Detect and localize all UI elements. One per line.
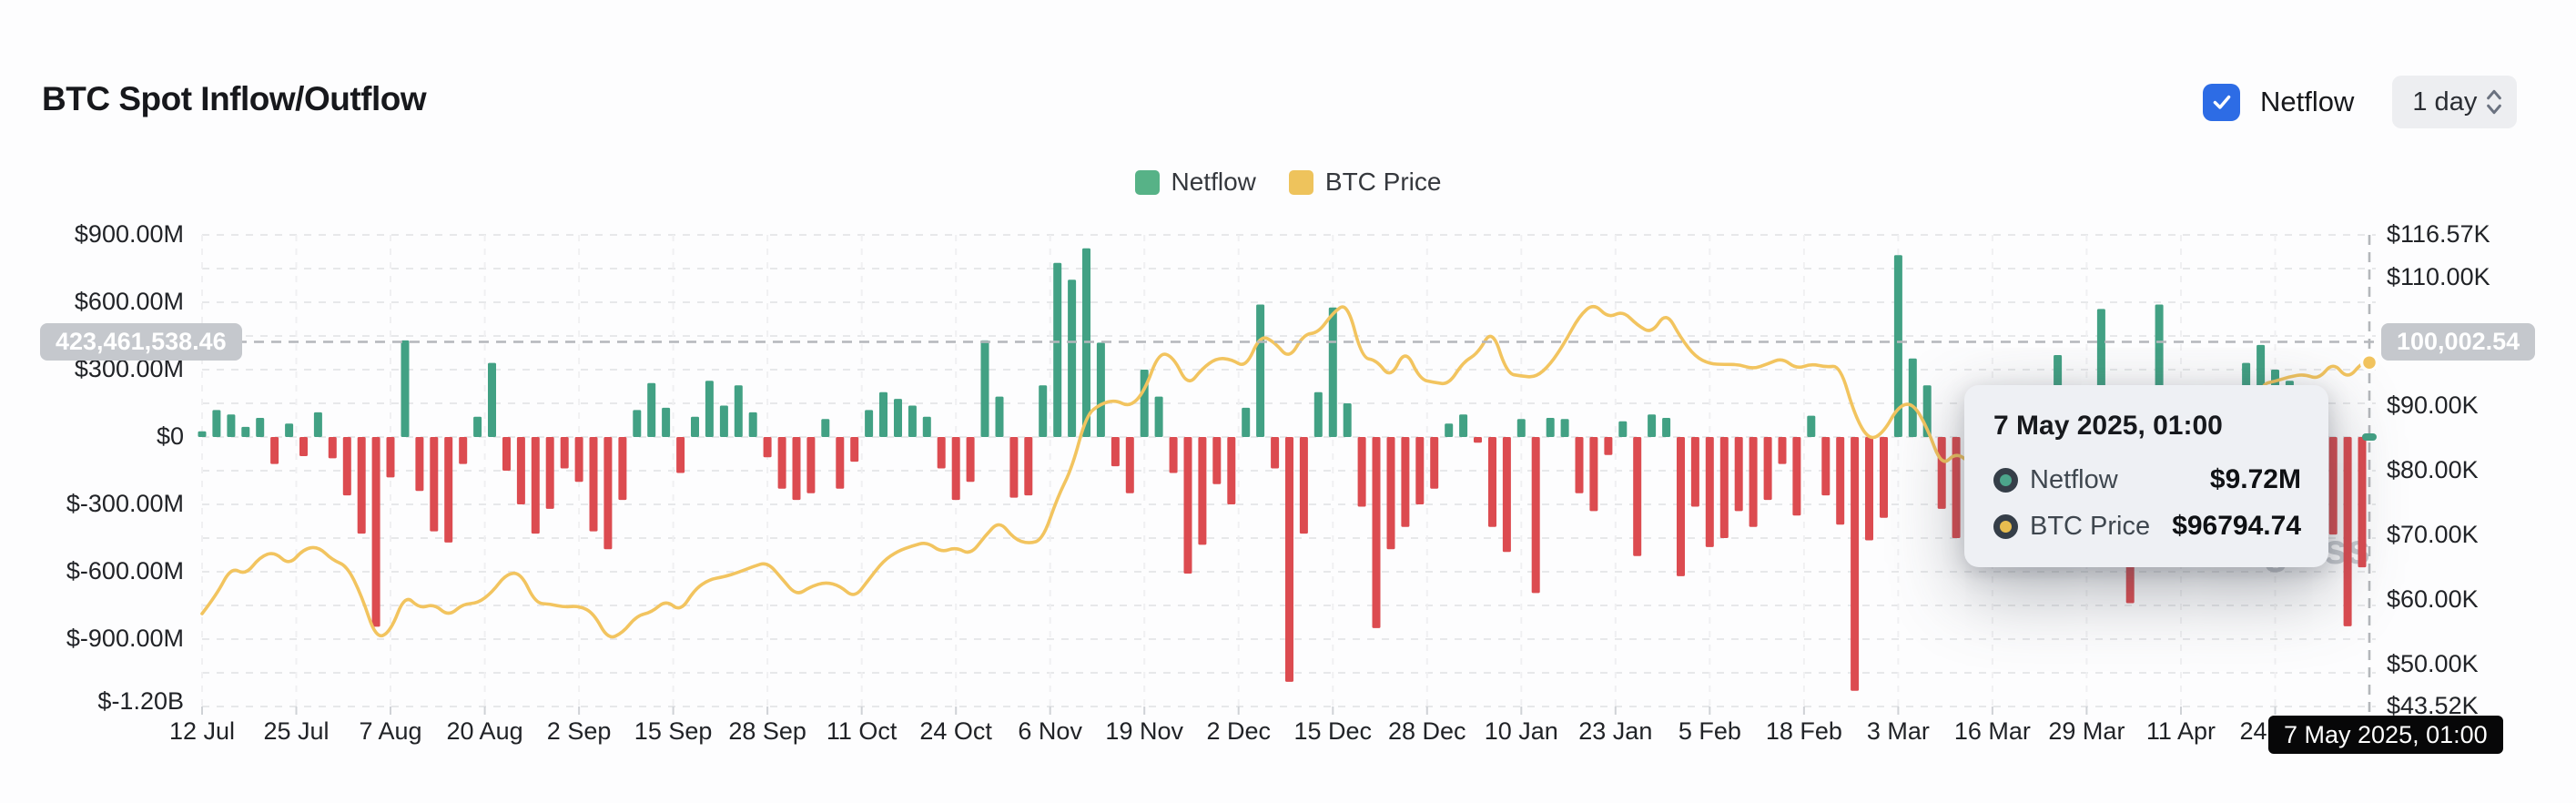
tooltip-row-label: Netflow xyxy=(2030,464,2118,494)
x-axis-tick-label: 23 Jan xyxy=(1578,717,1653,745)
y-axis-left-label: $-900.00M xyxy=(66,625,184,652)
x-axis-tick-label: 15 Sep xyxy=(634,717,713,745)
x-axis-tick-label: 11 Oct xyxy=(826,717,898,745)
select-chevrons-icon xyxy=(2487,89,2502,115)
y-axis-right-label: $60.00K xyxy=(2387,585,2479,614)
y-axis-right-label: $110.00K xyxy=(2387,262,2490,290)
x-axis-tick-label: 29 Mar xyxy=(2048,717,2125,745)
y-axis-right-label: $80.00K xyxy=(2387,456,2479,484)
x-axis-tick-label: 18 Feb xyxy=(1765,717,1842,745)
legend-item-label: Netflow xyxy=(1171,168,1256,196)
x-axis-tick-label: 2 Sep xyxy=(546,717,612,745)
price-hover-dot xyxy=(2359,352,2379,372)
x-axis-tick-label: 25 Jul xyxy=(263,717,330,745)
tooltip-row-value: $9.72M xyxy=(2209,464,2301,494)
crosshair-date-pill: 7 May 2025, 01:00 xyxy=(2268,716,2503,754)
legend-swatch-icon xyxy=(1288,169,1313,195)
y-axis-left-label: $0 xyxy=(156,422,184,450)
page-title: BTC Spot Inflow/Outflow xyxy=(42,80,427,117)
interval-select-value: 1 day xyxy=(2412,86,2478,117)
tooltip-series-dot-icon xyxy=(1993,513,2018,539)
x-axis-tick-label: 28 Sep xyxy=(728,717,806,745)
legend-swatch-icon xyxy=(1134,169,1160,195)
x-axis-tick-label: 7 Aug xyxy=(359,717,422,745)
interval-select[interactable]: 1 day xyxy=(2392,76,2518,128)
y-axis-right-label: $116.57K xyxy=(2387,220,2490,248)
x-axis-tick-label: 12 Jul xyxy=(168,717,236,745)
x-axis-tick-label: 24 Oct xyxy=(919,717,992,745)
x-axis-tick-label: 3 Mar xyxy=(1866,717,1930,745)
tooltip-series-dot-icon xyxy=(1993,467,2018,493)
checkbox-check-icon xyxy=(2213,95,2230,109)
header-controls: Netflow 1 day xyxy=(2203,75,2518,129)
tooltip-rows: Netflow $9.72M BTC Price $96794.74 xyxy=(1993,464,2301,542)
y-axis-right-label: $50.00K xyxy=(2387,650,2479,678)
x-axis-tick-label: 16 Mar xyxy=(1953,717,2031,745)
y-axis-right-label: $90.00K xyxy=(2387,391,2479,420)
legend-item[interactable]: BTC Price xyxy=(1288,168,1442,197)
x-axis-tick-label: 19 Nov xyxy=(1105,717,1183,745)
hover-tooltip: 7 May 2025, 01:00 Netflow $9.72M BTC Price… xyxy=(1964,385,2328,567)
tooltip-row: Netflow $9.72M xyxy=(1993,464,2301,495)
x-axis-tick-label: 20 Aug xyxy=(446,717,523,745)
x-axis-tick-label: 2 Dec xyxy=(1206,717,1272,745)
y-axis-right-label: $43.52K xyxy=(2387,692,2479,719)
netflow-checkbox[interactable] xyxy=(2203,83,2240,121)
x-axis-tick-label: 5 Feb xyxy=(1678,717,1741,745)
legend: Netflow BTC Price xyxy=(0,168,2576,197)
x-axis-tick-label: 11 Apr xyxy=(2145,717,2216,745)
tooltip-row-value: $96794.74 xyxy=(2172,511,2301,541)
x-axis-tick-label: 10 Jan xyxy=(1484,717,1558,745)
netflow-hover-marker xyxy=(2362,433,2377,441)
tooltip-row: BTC Price $96794.74 xyxy=(1993,511,2301,542)
legend-item-label: BTC Price xyxy=(1324,168,1442,196)
netflow-toggle-label[interactable]: Netflow xyxy=(2260,86,2355,117)
y-axis-left-label: $-600.00M xyxy=(66,557,184,584)
tooltip-title: 7 May 2025, 01:00 xyxy=(1993,411,2223,441)
y-axis-left-label: $-1.20B xyxy=(97,687,184,715)
y-axis-left-label: $900.00M xyxy=(74,220,184,248)
x-axis-tick-label: 6 Nov xyxy=(1018,717,1082,745)
right-value-badge: 100,002.54 xyxy=(2381,323,2536,361)
x-axis-tick-label: 15 Dec xyxy=(1293,717,1373,745)
left-value-badge: 423,461,538.46 xyxy=(40,323,242,361)
y-axis-right-label: $70.00K xyxy=(2387,521,2479,549)
tooltip-row-label: BTC Price xyxy=(2030,511,2151,541)
y-axis-left-label: $600.00M xyxy=(74,288,184,315)
x-axis-tick-label: 28 Dec xyxy=(1388,717,1466,745)
legend-item[interactable]: Netflow xyxy=(1134,168,1256,197)
y-axis-left-label: $-300.00M xyxy=(66,490,184,517)
